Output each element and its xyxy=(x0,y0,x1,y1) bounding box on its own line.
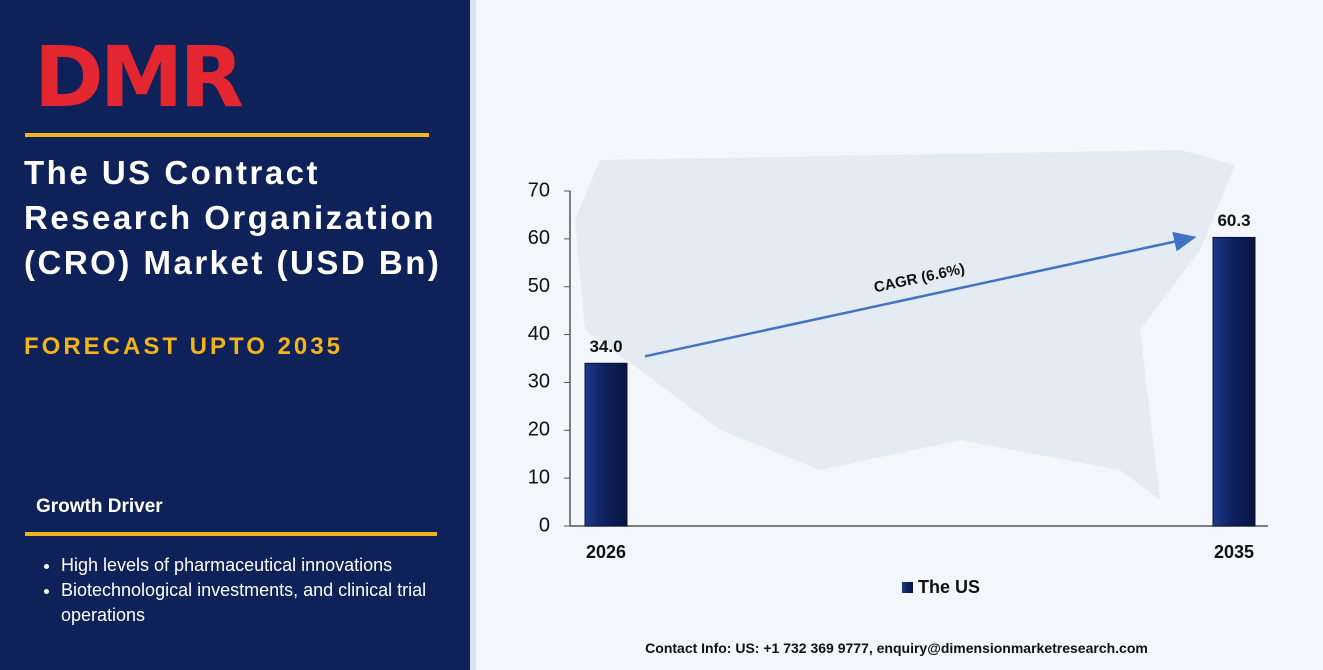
value-label: 34.0 xyxy=(589,337,622,356)
sidebar xyxy=(0,0,470,670)
x-tick-label: 2026 xyxy=(586,542,626,562)
y-tick-label: 10 xyxy=(528,466,550,488)
y-tick-label: 50 xyxy=(528,275,550,297)
value-label: 60.3 xyxy=(1217,211,1250,230)
map-background xyxy=(575,150,1235,500)
cagr-arrow xyxy=(644,231,1197,358)
bullet-list: High levels of pharmaceutical innovation… xyxy=(34,553,461,628)
divider xyxy=(470,0,476,670)
growth-driver-heading: Growth Driver xyxy=(36,496,163,517)
y-tick-label: 70 xyxy=(528,179,550,201)
bullet: High levels of pharmaceutical innovation… xyxy=(61,553,461,578)
x-tick-label: 2035 xyxy=(1214,542,1254,562)
y-tick-label: 0 xyxy=(539,514,550,536)
logo: DMR xyxy=(34,28,244,126)
y-tick-label: 30 xyxy=(528,371,550,393)
rule xyxy=(25,133,429,137)
rule xyxy=(25,532,437,536)
legend-swatch xyxy=(902,582,913,593)
bullet: Biotechnological investments, and clinic… xyxy=(61,578,461,628)
footer: Contact Info: US: +1 732 369 9777, enqui… xyxy=(645,640,1148,656)
y-tick-label: 40 xyxy=(528,323,550,345)
bar xyxy=(1212,236,1256,527)
bar xyxy=(584,362,628,527)
legend-label: The US xyxy=(918,577,980,597)
title: The US Contract Research Organization (C… xyxy=(24,154,442,281)
y-tick-label: 60 xyxy=(528,227,550,249)
subtitle: FORECAST UPTO 2035 xyxy=(24,333,343,360)
y-tick-label: 20 xyxy=(528,419,550,441)
